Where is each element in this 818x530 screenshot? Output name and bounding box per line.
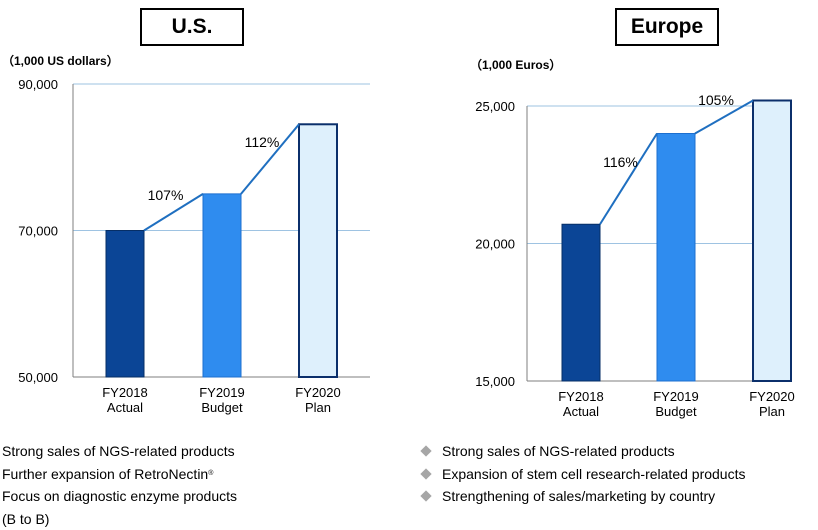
europe-growth-label-0: 116%: [603, 154, 638, 170]
europe-y-tick-label: 15,000: [475, 374, 515, 389]
us-note-text: Strong sales of NGS-related products: [2, 440, 235, 463]
us-note-item: Focus on diagnostic enzyme products: [2, 485, 237, 508]
us-note-superscript: ®: [208, 469, 213, 479]
europe-category-label: FY2019: [653, 389, 699, 404]
europe-note-text: Strong sales of NGS-related products: [442, 440, 675, 463]
europe-category-label: FY2018: [558, 389, 604, 404]
europe-growth-line-0: [600, 134, 657, 225]
us-note-item: Further expansion of RetroNectin®: [2, 463, 237, 486]
europe-note-item: Expansion of stem cell research-related …: [418, 463, 745, 486]
europe-bar-2: [753, 101, 791, 382]
europe-growth-label-1: 105%: [698, 92, 734, 108]
diamond-bullet-icon: [420, 446, 431, 457]
europe-bar-1: [657, 134, 695, 382]
europe-note-item: Strong sales of NGS-related products: [418, 440, 745, 463]
us-note-text: Further expansion of RetroNectin: [2, 463, 208, 486]
europe-category-label: Budget: [655, 404, 697, 419]
diamond-bullet-icon: [420, 491, 431, 502]
europe-y-tick-label: 20,000: [475, 237, 515, 252]
us-note-text: (B to B): [2, 508, 49, 530]
europe-category-label: Plan: [759, 404, 785, 419]
europe-note-item: Strengthening of sales/marketing by coun…: [418, 485, 745, 508]
diamond-bullet-icon: [420, 468, 431, 479]
europe-category-label: FY2020: [749, 389, 795, 404]
europe-category-label: Actual: [563, 404, 599, 419]
europe-bar-0: [562, 224, 600, 381]
us-note-text: Focus on diagnostic enzyme products: [2, 485, 237, 508]
europe-y-tick-label: 25,000: [475, 99, 515, 114]
us-note-item: Strong sales of NGS-related products: [2, 440, 237, 463]
europe-note-text: Expansion of stem cell research-related …: [442, 463, 745, 486]
us-note-item: (B to B): [2, 508, 237, 530]
europe-note-text: Strengthening of sales/marketing by coun…: [442, 485, 715, 508]
